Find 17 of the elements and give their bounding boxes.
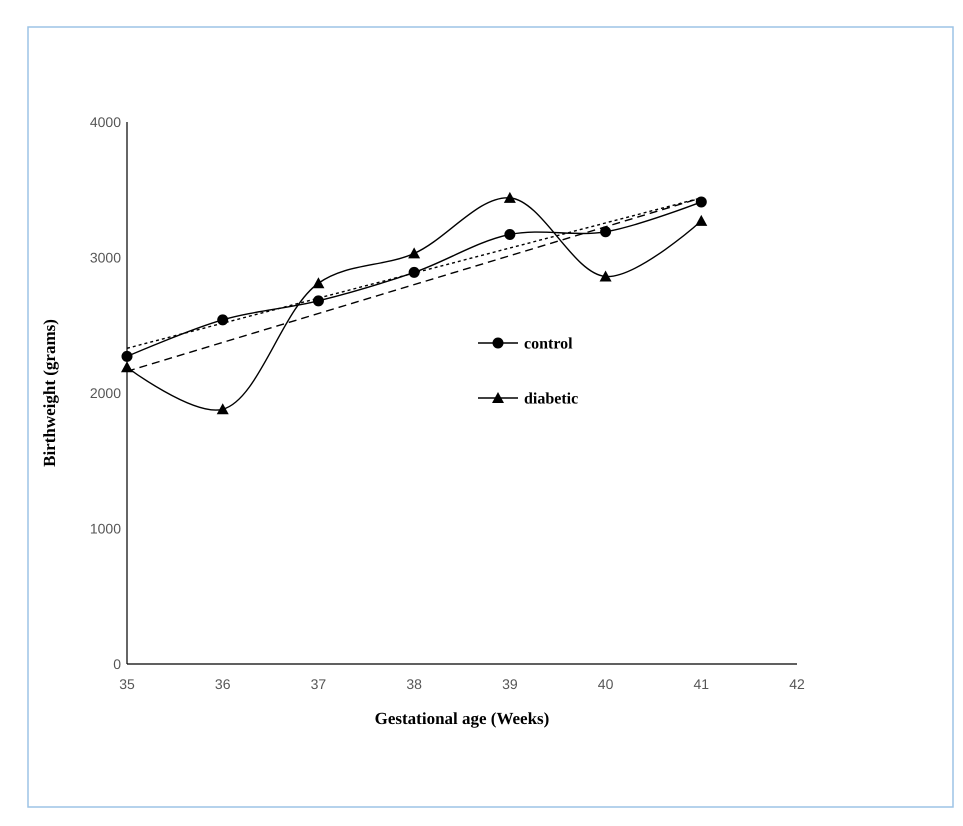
legend-label: control <box>524 336 574 353</box>
y-tick-label: 2000 <box>90 384 122 401</box>
x-tick-label: 41 <box>693 676 710 692</box>
x-axis-title: Gestational age (Weeks) <box>374 709 550 728</box>
y-tick-label: 4000 <box>90 114 122 130</box>
y-tick-label: 0 <box>113 656 122 672</box>
y-tick-label: 1000 <box>90 520 122 536</box>
x-tick-label: 42 <box>789 676 805 692</box>
x-tick-label: 37 <box>310 676 326 692</box>
x-tick-label: 38 <box>406 676 422 692</box>
y-axis-title: Birthweight (grams) <box>40 319 59 467</box>
x-tick-label: 39 <box>502 676 518 692</box>
x-tick-label: 36 <box>214 676 231 692</box>
y-tick-label: 3000 <box>90 249 122 266</box>
x-tick-label: 35 <box>119 676 135 692</box>
legend-label: diabetic <box>524 390 578 408</box>
x-tick-label: 40 <box>598 676 614 692</box>
